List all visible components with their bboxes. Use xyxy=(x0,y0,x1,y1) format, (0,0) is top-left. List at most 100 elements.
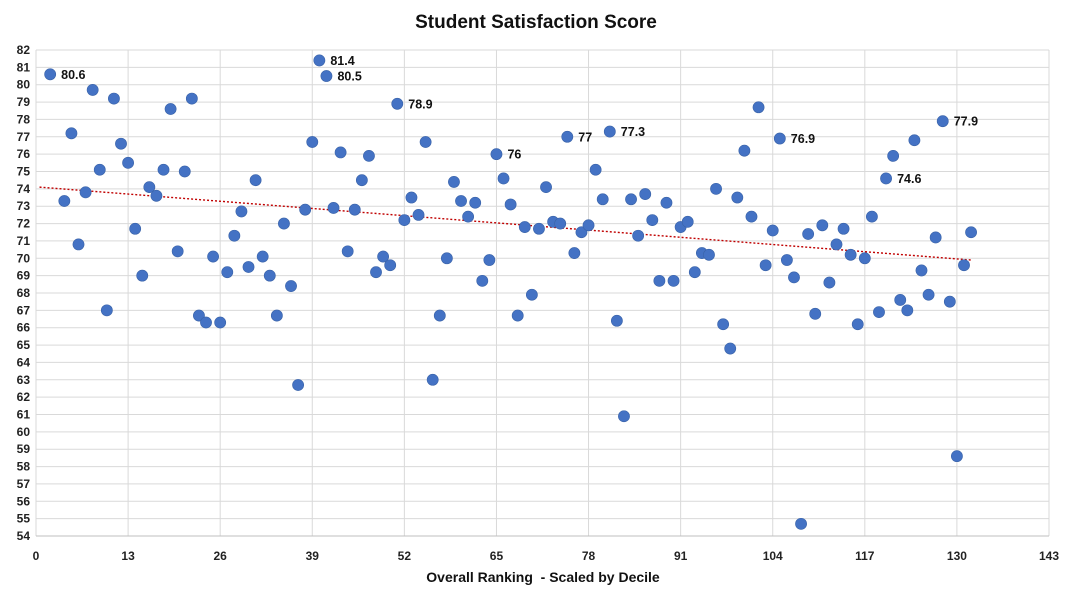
data-point[interactable] xyxy=(965,226,977,239)
data-point[interactable] xyxy=(249,174,262,187)
data-point[interactable] xyxy=(731,191,744,204)
data-point[interactable] xyxy=(164,103,177,115)
data-point[interactable] xyxy=(533,222,545,235)
data-point[interactable] xyxy=(922,288,935,301)
data-point[interactable] xyxy=(497,172,510,185)
data-point[interactable] xyxy=(108,92,120,105)
data-point[interactable] xyxy=(887,149,900,162)
data-point[interactable] xyxy=(667,274,680,287)
data-point[interactable] xyxy=(405,191,418,204)
data-point[interactable] xyxy=(79,186,92,199)
data-point[interactable] xyxy=(844,248,857,261)
data-point[interactable] xyxy=(681,215,694,228)
data-point[interactable] xyxy=(795,517,807,530)
data-point[interactable] xyxy=(242,261,255,273)
data-point[interactable] xyxy=(433,309,446,322)
data-point[interactable] xyxy=(554,217,567,230)
data-point[interactable] xyxy=(193,309,205,322)
data-point[interactable] xyxy=(292,379,305,391)
data-point[interactable] xyxy=(518,221,531,233)
data-point[interactable] xyxy=(122,156,134,169)
data-point[interactable] xyxy=(951,450,963,463)
data-point[interactable] xyxy=(688,266,701,279)
data-point[interactable] xyxy=(178,165,191,178)
data-point[interactable] xyxy=(334,146,347,159)
data-point[interactable] xyxy=(377,250,390,263)
data-point[interactable] xyxy=(639,188,652,200)
data-point[interactable] xyxy=(100,304,113,317)
data-point[interactable] xyxy=(221,266,234,279)
data-point[interactable] xyxy=(214,316,227,329)
data-point[interactable] xyxy=(646,214,659,226)
data-point[interactable] xyxy=(391,97,404,110)
data-point[interactable] xyxy=(313,54,326,67)
data-point[interactable] xyxy=(943,295,956,308)
data-point[interactable] xyxy=(58,195,71,207)
data-point[interactable] xyxy=(632,229,645,242)
data-point[interactable] xyxy=(540,181,552,194)
data-point[interactable] xyxy=(830,238,843,251)
data-point[interactable] xyxy=(915,264,928,277)
data-point[interactable] xyxy=(660,196,673,209)
data-point[interactable] xyxy=(603,125,616,138)
data-point[interactable] xyxy=(185,92,198,105)
data-point[interactable] xyxy=(115,137,127,150)
data-point[interactable] xyxy=(419,136,432,148)
data-point[interactable] xyxy=(525,288,538,301)
data-point[interactable] xyxy=(320,70,333,82)
data-point[interactable] xyxy=(483,254,496,266)
data-point[interactable] xyxy=(143,181,156,194)
data-point[interactable] xyxy=(873,306,885,318)
data-point[interactable] xyxy=(476,274,489,287)
data-point[interactable] xyxy=(398,214,411,226)
data-point[interactable] xyxy=(469,196,482,209)
data-point[interactable] xyxy=(171,245,184,258)
data-point[interactable] xyxy=(802,228,815,240)
data-point[interactable] xyxy=(561,130,574,143)
data-point[interactable] xyxy=(823,276,836,289)
data-point[interactable] xyxy=(858,252,871,265)
data-point[interactable] xyxy=(575,226,588,239)
data-point[interactable] xyxy=(596,193,609,206)
data-point[interactable] xyxy=(455,195,467,207)
data-point[interactable] xyxy=(880,172,892,185)
data-point[interactable] xyxy=(348,203,361,216)
data-point[interactable] xyxy=(809,307,822,320)
data-point[interactable] xyxy=(851,318,864,331)
data-point[interactable] xyxy=(355,174,368,187)
data-point[interactable] xyxy=(207,250,219,263)
data-point[interactable] xyxy=(299,203,312,216)
data-point[interactable] xyxy=(738,144,751,157)
data-point[interactable] xyxy=(341,245,354,258)
data-point[interactable] xyxy=(256,250,269,263)
data-point[interactable] xyxy=(490,148,503,161)
data-point[interactable] xyxy=(86,84,99,96)
data-point[interactable] xyxy=(412,208,425,221)
data-point[interactable] xyxy=(228,229,241,242)
data-point[interactable] xyxy=(72,238,85,251)
data-point[interactable] xyxy=(568,247,581,259)
data-point[interactable] xyxy=(936,115,949,128)
data-point[interactable] xyxy=(958,259,970,272)
data-point[interactable] xyxy=(504,198,517,211)
data-point[interactable] xyxy=(327,202,340,214)
data-point[interactable] xyxy=(894,294,907,306)
data-point[interactable] xyxy=(724,342,737,355)
data-point[interactable] xyxy=(285,280,297,292)
data-point[interactable] xyxy=(93,163,106,176)
data-point[interactable] xyxy=(625,193,637,206)
data-point[interactable] xyxy=(618,410,630,423)
data-point[interactable] xyxy=(837,222,850,235)
data-point[interactable] xyxy=(263,269,276,282)
data-point[interactable] xyxy=(780,254,793,266)
data-point[interactable] xyxy=(759,259,772,272)
data-point[interactable] xyxy=(426,373,439,386)
data-point[interactable] xyxy=(511,309,524,322)
data-point[interactable] xyxy=(816,219,829,232)
data-point[interactable] xyxy=(589,163,602,176)
data-point[interactable] xyxy=(788,271,800,284)
data-point[interactable] xyxy=(766,224,779,237)
data-point[interactable] xyxy=(235,205,248,218)
data-point[interactable] xyxy=(653,274,666,287)
data-point[interactable] xyxy=(370,266,382,279)
